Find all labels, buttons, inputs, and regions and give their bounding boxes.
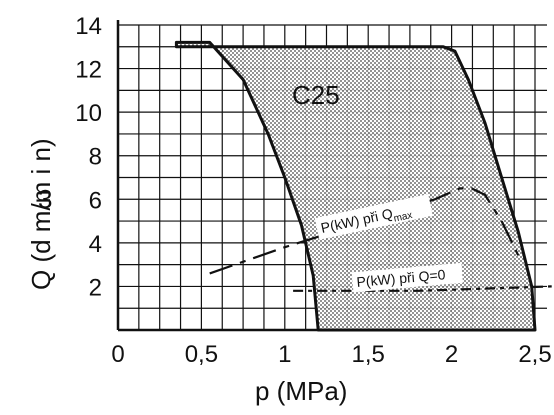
y-axis-label-main: Q (d m/m i n) [26,138,56,290]
x-tick-label: 2,5 [518,341,551,368]
x-tick-label: 0 [111,341,124,368]
y-tick-label: 4 [89,231,102,258]
operating-region [174,40,537,332]
y-tick-label: 12 [75,57,102,84]
series-line-2 [293,285,552,292]
x-tick-label: 1,5 [352,341,385,368]
y-tick-label: 2 [89,274,102,301]
x-axis-label: p (MPa) [255,376,347,406]
tick-labels: 2 4 6 8 10 12 14 0 0,5 1 1,5 2 2,5 [75,13,551,368]
series-line-1 [209,187,523,275]
y-tick-label: 10 [75,100,102,127]
x-tick-label: 1 [278,341,291,368]
annotation-pq0-text: P(kW) při Q=0 [356,266,446,290]
series-lines [209,187,552,292]
annotation-pqmax-sub: max [393,210,414,225]
x-tick-label: 0,5 [185,341,218,368]
operating-region-fill [176,42,535,331]
annotation-pq0: P(kW) při Q=0 [351,262,464,293]
chart-title: C25 [292,80,340,110]
y-axis-label: Q (d m/m i n) [26,138,56,290]
axes [116,20,535,332]
x-tick-label: 2 [445,341,458,368]
y-tick-label: 14 [75,13,102,40]
y-axis-label-superscript: 3 [38,184,52,214]
operating-region-boundary [174,40,537,332]
y-tick-label: 8 [89,144,102,171]
y-tick-label: 6 [89,187,102,214]
